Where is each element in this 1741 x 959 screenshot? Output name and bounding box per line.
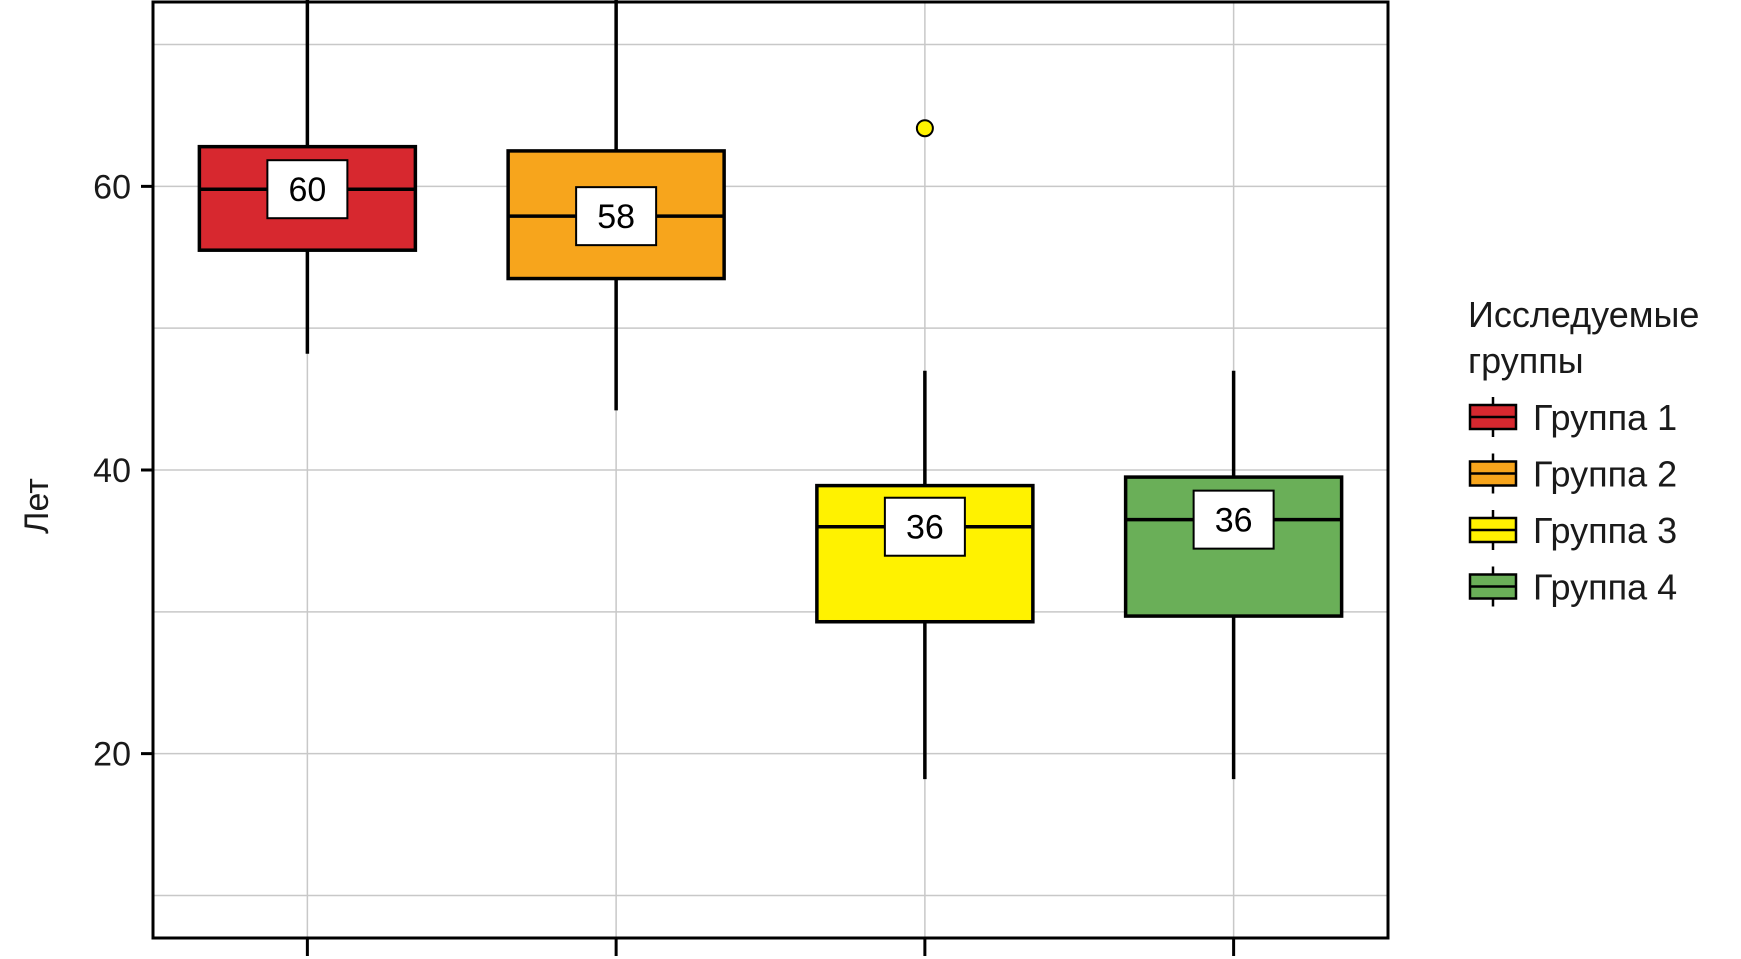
legend-item: Группа 3 [1468,510,1677,551]
y-tick-label: 40 [93,452,131,490]
median-label: 36 [906,509,944,547]
legend-item: Группа 4 [1468,566,1677,608]
y-axis-title: Лет [18,478,56,534]
box-group: 36 [1123,370,1344,780]
box-group: 58 [506,0,726,411]
median-label: 58 [597,198,635,236]
legend: Исследуемые группы Группа 1 Группа 2 Группа … [1468,294,1699,608]
box-group: 36 [815,119,1035,780]
axes: 20 40 60 [93,168,1236,956]
outlier-point [915,119,934,138]
y-tick-label: 20 [93,736,131,774]
box-group: 60 [197,0,418,354]
legend-item: Группа 1 [1468,397,1677,438]
legend-item: Группа 2 [1468,453,1677,495]
median-label-box [1192,489,1275,550]
legend-title: группы [1468,340,1584,381]
box-series: 60 58 36 36 [197,0,1344,780]
legend-label: Группа 1 [1533,397,1677,438]
median-label-box [266,159,349,220]
grid-lines [153,2,1388,938]
legend-label: Группа 2 [1533,454,1677,495]
median-label-box [883,496,966,557]
legend-title: Исследуемые [1468,294,1699,335]
median-label-box [575,186,658,247]
median-label: 60 [288,171,326,209]
median-label: 36 [1215,502,1253,540]
legend-label: Группа 3 [1533,510,1677,551]
y-tick-label: 60 [93,168,131,206]
legend-label: Группа 4 [1533,567,1677,608]
